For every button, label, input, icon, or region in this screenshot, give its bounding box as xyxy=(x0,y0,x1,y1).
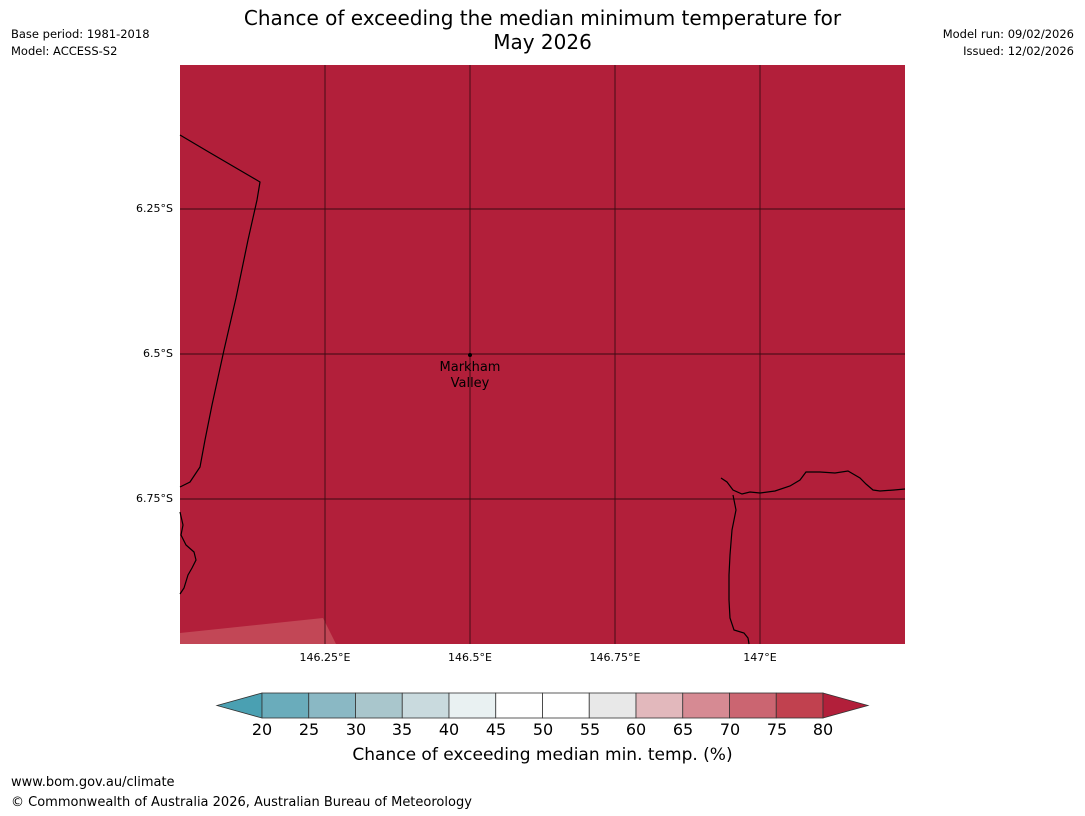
footer-url: www.bom.gov.au/climate xyxy=(11,775,175,790)
boundary-line-west xyxy=(179,134,261,488)
colorbar-tick: 55 xyxy=(579,720,601,739)
colorbar-extend-low xyxy=(215,692,263,719)
title-line-2: May 2026 xyxy=(493,30,592,54)
colorbar-segment xyxy=(261,692,310,719)
river-line-southeast xyxy=(728,494,750,645)
colorbar-tick: 45 xyxy=(485,720,507,739)
colorbar-tick: 50 xyxy=(532,720,554,739)
chart-title: Chance of exceeding the median minimum t… xyxy=(0,6,1085,54)
colorbar-segment xyxy=(495,692,543,719)
probability-region-75 xyxy=(180,618,336,644)
colorbar-tick: 75 xyxy=(766,720,788,739)
colorbar-tick: 30 xyxy=(345,720,367,739)
title-line-1: Chance of exceeding the median minimum t… xyxy=(243,6,842,30)
colorbar-segment xyxy=(448,692,497,719)
colorbar-tick: 60 xyxy=(625,720,647,739)
lat-label-6.75: 6.75°S xyxy=(136,492,173,505)
base-period-text: Base period: 1981-2018 xyxy=(11,27,150,41)
coastline-southwest xyxy=(179,511,197,595)
lon-label-147: 147°E xyxy=(743,651,777,664)
colorbar-segment xyxy=(401,692,450,719)
lon-label-146.75: 146.75°E xyxy=(589,651,641,664)
place-label-line-2: Valley xyxy=(450,376,490,391)
model-run-text: Model run: 09/02/2026 xyxy=(942,27,1074,41)
colorbar-segment xyxy=(355,692,403,719)
colorbar-tick: 20 xyxy=(251,720,273,739)
colorbar-segment xyxy=(635,692,684,719)
location-marker-icon xyxy=(468,353,472,357)
issued-text: Issued: 12/02/2026 xyxy=(963,44,1074,58)
lon-label-146.5: 146.5°E xyxy=(448,651,492,664)
colorbar-tick: 70 xyxy=(719,720,741,739)
colorbar-tick: 35 xyxy=(391,720,413,739)
coastlines xyxy=(179,134,906,645)
footer-copyright: © Commonwealth of Australia 2026, Austra… xyxy=(11,795,472,810)
meta-right: Model run: 09/02/2026 Issued: 12/02/2026 xyxy=(943,26,1074,60)
place-label-line-1: Markham xyxy=(439,360,501,375)
meta-left: Base period: 1981-2018 Model: ACCESS-S2 xyxy=(11,26,150,60)
colorbar xyxy=(215,692,870,719)
lat-label-6.25: 6.25°S xyxy=(136,202,173,215)
colorbar-segment xyxy=(308,692,356,719)
map-area xyxy=(180,65,905,644)
colorbar-tick: 25 xyxy=(298,720,320,739)
place-label-markham-valley: Markham Valley xyxy=(420,360,520,392)
colorbar-tick: 40 xyxy=(438,720,460,739)
colorbar-label: Chance of exceeding median min. temp. (%… xyxy=(352,745,733,765)
colorbar-segment xyxy=(542,692,590,719)
lon-label-146.25: 146.25°E xyxy=(299,651,351,664)
lat-label-6.5: 6.5°S xyxy=(143,347,173,360)
colorbar-tick: 80 xyxy=(812,720,834,739)
coastline-southeast xyxy=(720,470,906,495)
colorbar-tick: 65 xyxy=(672,720,694,739)
colorbar-segment xyxy=(729,692,777,719)
colorbar-segment xyxy=(588,692,637,719)
colorbar-segment xyxy=(775,692,824,719)
colorbar-extend-high xyxy=(822,692,870,719)
colorbar-segment xyxy=(682,692,730,719)
model-text: Model: ACCESS-S2 xyxy=(11,44,118,58)
